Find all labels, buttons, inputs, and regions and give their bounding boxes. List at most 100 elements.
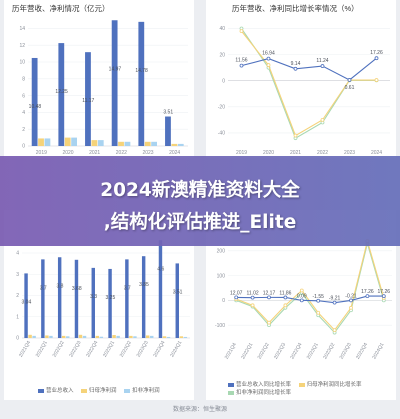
y-tick-label: 10 [19,60,25,66]
bar [41,259,45,338]
data-label: 14.78 [135,68,148,74]
quarterly-revenue-legend: 营业总收入 归母净利润 扣非净利润 [32,386,160,394]
bar [97,140,104,146]
bar [150,335,154,338]
bar [183,336,188,338]
bar [133,336,137,338]
x-tick-label: 2023Q1 [102,340,116,359]
data-label: 3.85 [139,282,149,288]
series-point [293,66,298,71]
bar [166,336,171,338]
data-source: 数据来源：恒生聚源 [172,407,227,413]
bar [85,52,91,147]
y-tick-label: 4 [22,110,25,116]
data-label: 11.86 [279,290,291,296]
x-tick-label: 2023Q2 [322,342,336,361]
bar [71,137,77,146]
x-tick-label: 2023 [344,150,355,156]
series-line [236,295,384,304]
bar [141,256,146,338]
chart-annual-growth-title: 历年营收、净利同比增长率情况（%） [232,4,359,13]
data-label: -9.21 [329,296,341,302]
bar [145,335,150,338]
bar [91,140,98,146]
series-line [241,28,377,139]
data-label: 17.26 [370,50,383,56]
series-point [283,295,288,300]
y-tick-label: 0 [16,336,19,342]
bar [44,138,51,146]
legend-swatch-net-profit [81,388,88,393]
bar [38,138,44,146]
chart-annual-revenue: 0 2 4 6 8 10 12 14 2019 2020 2021 2022 2023 2024 10.48… [19,20,188,156]
bar [82,335,87,338]
series-point [332,300,337,305]
bar [125,259,129,338]
x-tick-label: 2020 [263,150,274,156]
series-line [241,30,377,137]
series-point [316,310,321,315]
series-point [332,328,337,332]
data-label: 3.7 [40,285,47,291]
bar [108,268,112,338]
series-point [250,303,255,308]
chart-annual-revenue-title: 历年营收、净利情况（亿元） [12,4,110,13]
data-label: 3.68 [72,286,82,292]
x-tick-label: 2022Q3 [273,342,287,361]
series-point [267,295,271,300]
series-point [299,288,304,293]
legend-label-revenue-growth: 营业总收入同比增长率 [236,382,292,388]
bar [61,335,66,338]
x-tick-label: 2021Q4 [224,342,238,361]
bar [158,240,163,338]
y-tick-label: -20 [218,105,225,111]
bar [179,336,184,338]
legend-label-deducted-profit: 扣非净利润 [132,388,160,394]
bar [91,267,95,338]
x-tick-label: 2023Q4 [355,342,369,361]
legend-swatch-revenue [38,388,44,393]
data-label: 3.7 [124,285,131,291]
x-tick-label: 2022Q4 [289,342,303,361]
series-point [234,295,239,300]
chart-quarterly-growth: 200 100 0 -100 2021Q4 2022Q1 2022Q2 2022Q3 2022Q… [215,238,392,361]
series-point [347,78,352,82]
data-label: 3.04 [22,299,32,305]
x-tick-label: 2022Q2 [257,342,271,361]
bar [171,143,178,146]
data-label: 3.8 [56,283,63,289]
bar [58,43,65,146]
data-label: 10.48 [29,104,42,110]
series-point [239,29,244,34]
series-line [236,238,385,331]
data-label: 17.26 [378,289,391,295]
series-point [349,298,353,303]
data-label: 12.25 [55,89,68,95]
x-tick-label: 2022 [116,150,127,156]
x-tick-label: 2019 [36,150,47,156]
y-tick-label: -40 [218,131,225,137]
bar [24,273,28,338]
bar [175,263,179,338]
bar [28,334,32,338]
series-point [293,133,298,138]
data-label: 0.09 [297,293,307,299]
x-tick-label: 2023Q2 [119,340,133,359]
y-tick-label: 8 [22,77,25,83]
x-tick-label: 2022Q4 [85,340,99,359]
data-label: 16.94 [262,51,275,57]
y-tick-label: -100 [215,323,225,329]
bar [57,257,62,338]
data-label: 3.25 [106,295,116,301]
chart-annual-growth: 40 20 0 -20 -40 2019 2020 2021 2022 2023 2024 11.56… [218,26,390,156]
bar [118,141,124,146]
overlay-title-line2: ,结构化评估推进_Elite [103,212,297,233]
x-tick-label: 2023Q1 [306,342,320,361]
data-label: 3.51 [173,289,183,295]
x-tick-label: 2022Q3 [68,340,82,359]
series-point [374,78,379,82]
y-tick-label: 4 [16,251,19,257]
data-label: 4.6 [157,266,164,272]
